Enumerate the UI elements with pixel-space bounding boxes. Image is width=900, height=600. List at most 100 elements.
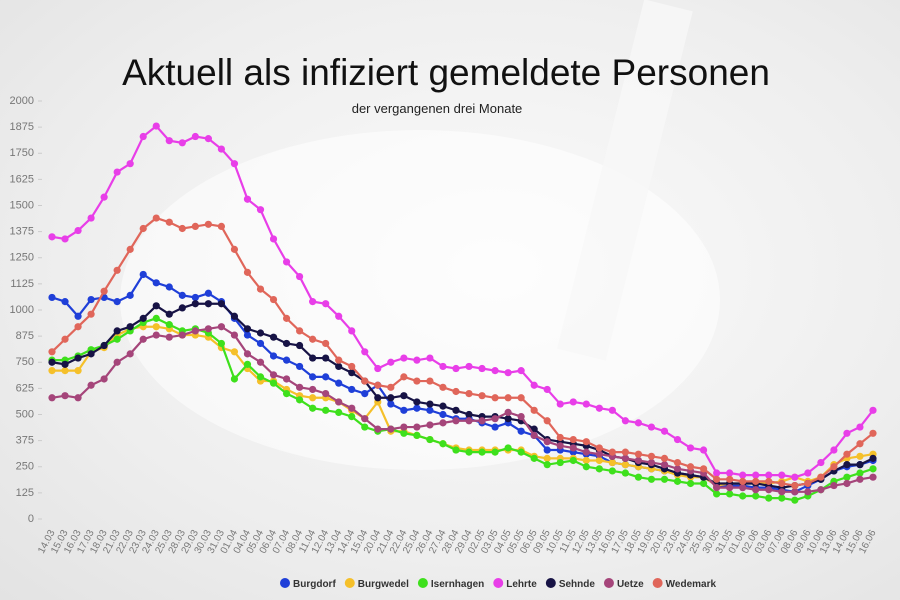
- data-point: [778, 494, 786, 502]
- data-point: [87, 295, 95, 304]
- data-point: [543, 446, 551, 454]
- data-point: [413, 423, 421, 431]
- data-point: [113, 335, 121, 343]
- data-point: [152, 302, 160, 310]
- data-point: [621, 454, 629, 462]
- data-point: [361, 348, 369, 356]
- data-point: [256, 373, 265, 381]
- data-point: [439, 419, 447, 427]
- data-point: [452, 406, 460, 414]
- data-point: [165, 218, 173, 226]
- legend-marker: [417, 578, 428, 588]
- data-point: [686, 444, 695, 452]
- data-point: [752, 471, 760, 479]
- data-point: [843, 450, 851, 458]
- data-point: [48, 394, 56, 402]
- data-point: [726, 475, 734, 483]
- data-point: [296, 341, 304, 350]
- data-point: [791, 488, 799, 496]
- y-tick-label: 1750: [10, 147, 34, 159]
- data-point: [269, 295, 278, 304]
- data-point: [230, 331, 239, 339]
- data-point: [74, 367, 82, 375]
- data-point: [387, 383, 395, 391]
- y-tick-label: 625: [16, 382, 34, 394]
- data-point: [191, 300, 199, 308]
- data-point: [113, 327, 121, 335]
- data-point: [296, 327, 304, 335]
- data-point: [361, 415, 369, 423]
- data-point: [765, 477, 773, 485]
- data-point: [752, 492, 760, 500]
- data-point: [465, 448, 473, 456]
- data-point: [452, 417, 460, 425]
- y-tick-label: 2000: [10, 95, 34, 107]
- series-line: [52, 317, 874, 502]
- data-point: [309, 354, 317, 362]
- data-point: [400, 429, 408, 437]
- data-point: [439, 362, 447, 371]
- data-point: [843, 461, 851, 469]
- data-point: [204, 325, 212, 333]
- data-point: [230, 160, 239, 168]
- data-point: [556, 458, 564, 467]
- data-point: [152, 122, 160, 130]
- data-point: [791, 481, 799, 490]
- data-point: [465, 362, 473, 371]
- data-point: [634, 456, 643, 465]
- data-point: [322, 354, 330, 362]
- data-point: [673, 458, 682, 467]
- series-line: [51, 124, 874, 479]
- data-point: [61, 335, 69, 343]
- data-point: [348, 385, 356, 394]
- data-point: [400, 373, 408, 381]
- data-point: [165, 137, 173, 145]
- data-point: [61, 360, 69, 368]
- data-point: [765, 494, 773, 502]
- data-point: [543, 417, 551, 425]
- data-point: [230, 348, 239, 356]
- data-point: [869, 429, 877, 437]
- data-point: [152, 279, 160, 287]
- data-point: [856, 461, 864, 469]
- data-point: [778, 479, 786, 488]
- data-point: [530, 431, 538, 439]
- data-point: [504, 444, 512, 452]
- data-point: [48, 348, 56, 356]
- data-point: [739, 484, 747, 492]
- data-point: [87, 214, 95, 222]
- data-point: [387, 358, 395, 366]
- data-point: [217, 145, 226, 153]
- chart-subtitle: der vergangenen drei Monate: [352, 101, 523, 116]
- data-point: [126, 291, 134, 299]
- data-point: [647, 423, 656, 431]
- legend-label: Lehrte: [506, 579, 537, 590]
- data-point: [309, 373, 317, 381]
- y-tick-label: 375: [16, 435, 34, 447]
- data-point: [465, 417, 473, 425]
- data-point: [335, 362, 343, 371]
- data-point: [582, 463, 590, 471]
- data-point: [256, 339, 265, 348]
- data-point: [100, 287, 108, 295]
- legend-label: Uetze: [617, 579, 644, 590]
- data-point: [256, 358, 265, 366]
- data-point: [335, 408, 343, 417]
- data-point: [61, 367, 69, 375]
- data-point: [426, 354, 434, 362]
- data-point: [517, 412, 525, 421]
- data-point: [569, 444, 577, 452]
- data-point: [791, 473, 799, 481]
- data-point: [322, 339, 330, 348]
- y-tick-label: 750: [16, 356, 34, 368]
- data-point: [256, 285, 265, 293]
- data-point: [113, 266, 121, 274]
- data-point: [752, 486, 760, 494]
- data-point: [517, 394, 525, 402]
- data-point: [752, 477, 760, 485]
- data-point: [543, 438, 551, 446]
- data-point: [465, 410, 473, 419]
- data-point: [322, 390, 330, 398]
- data-point: [243, 360, 252, 368]
